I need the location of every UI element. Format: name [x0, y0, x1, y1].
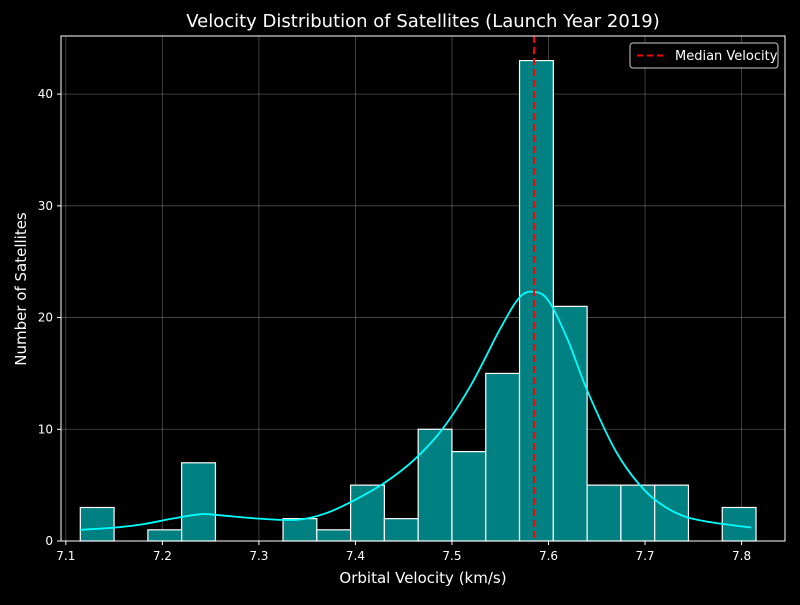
x-tick-label: 7.4 — [346, 549, 365, 563]
legend-box — [629, 42, 779, 69]
x-tick-label: 7.3 — [249, 549, 268, 563]
histogram-bars — [79, 59, 757, 542]
y-tick-label: 20 — [38, 311, 53, 325]
y-tick-label: 30 — [38, 199, 53, 213]
y-tick-label: 40 — [38, 87, 53, 101]
histogram-bar — [451, 451, 487, 542]
histogram-bar — [383, 518, 419, 542]
x-tick-label: 7.1 — [56, 549, 75, 563]
histogram-bar — [79, 506, 115, 542]
y-axis-label: Number of Satellites — [12, 212, 30, 366]
histogram-bar — [485, 372, 521, 542]
histogram-bar — [417, 428, 453, 542]
x-tick-label: 7.8 — [732, 549, 751, 563]
legend: Median Velocity — [629, 42, 779, 69]
y-tick-label: 10 — [38, 422, 53, 436]
histogram-bar — [654, 484, 690, 542]
x-tick-label: 7.5 — [442, 549, 461, 563]
histogram-bar — [181, 462, 217, 542]
histogram-bar — [350, 484, 385, 542]
plot-frame — [60, 35, 786, 542]
x-tick-label: 7.7 — [635, 549, 654, 563]
y-axis-ticks: 0 10 20 30 40 — [38, 87, 61, 548]
x-axis-ticks: 7.1 7.2 7.3 7.4 7.5 7.6 7.7 7.8 — [56, 541, 751, 563]
chart-title: Velocity Distribution of Satellites (Lau… — [186, 11, 660, 32]
histogram-bar — [282, 518, 318, 542]
y-tick-label: 0 — [45, 534, 53, 548]
x-axis-label: Orbital Velocity (km/s) — [339, 569, 506, 587]
legend-median-label: Median Velocity — [675, 49, 778, 64]
histogram-bar — [620, 484, 656, 542]
histogram-bar — [316, 529, 352, 542]
histogram-bar — [586, 484, 622, 542]
histogram-bar — [147, 529, 183, 542]
histogram-bar — [552, 305, 588, 542]
kde-curve-layer — [80, 290, 752, 531]
kde-curve — [80, 290, 752, 531]
x-tick-label: 7.6 — [539, 549, 558, 563]
x-tick-label: 7.2 — [153, 549, 172, 563]
